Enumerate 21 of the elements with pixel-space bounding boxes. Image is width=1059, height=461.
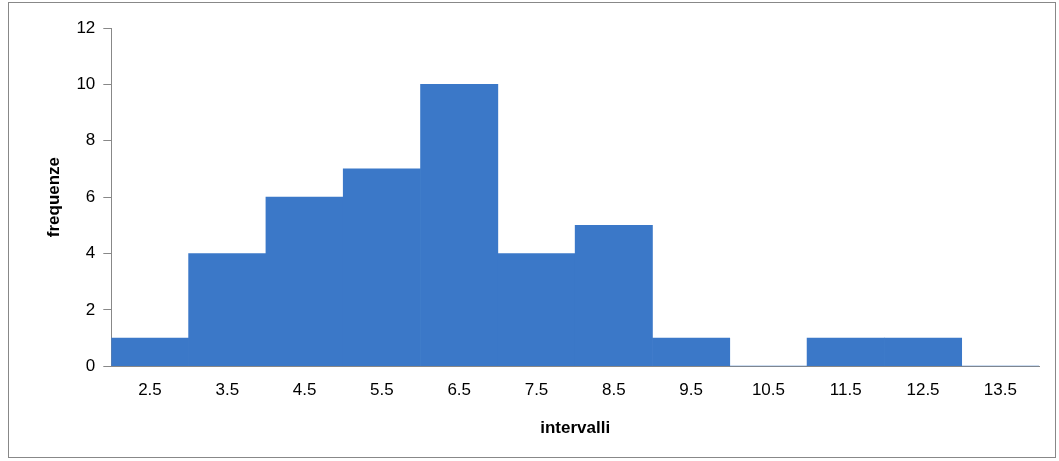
y-tick-label: 0 [85,355,96,375]
x-tick-label: 7.5 [524,380,549,400]
x-tick-label: 10.5 [751,380,785,400]
x-tick-label: 4.5 [292,380,317,400]
x-tick-label: 6.5 [447,380,472,400]
y-tick-label: 8 [85,130,96,150]
y-tick-label: 12 [76,17,96,37]
y-tick-label: 10 [76,74,96,94]
x-tick-label: 3.5 [215,380,240,400]
y-tick-label: 6 [85,186,96,206]
x-tick-label: 12.5 [906,380,940,400]
x-tick-label: 5.5 [370,380,394,400]
x-tick-label: 13.5 [983,380,1017,400]
x-tick-label: 9.5 [679,380,703,400]
x-tick-label: 2.5 [138,380,162,400]
x-tick-label: 8.5 [601,380,626,400]
y-tick-label: 4 [85,243,96,263]
x-axis-title: intervalli [540,418,611,438]
x-tick-label: 11.5 [829,380,862,400]
y-tick-label: 2 [85,299,96,319]
y-axis-title: frequenze [43,156,63,238]
